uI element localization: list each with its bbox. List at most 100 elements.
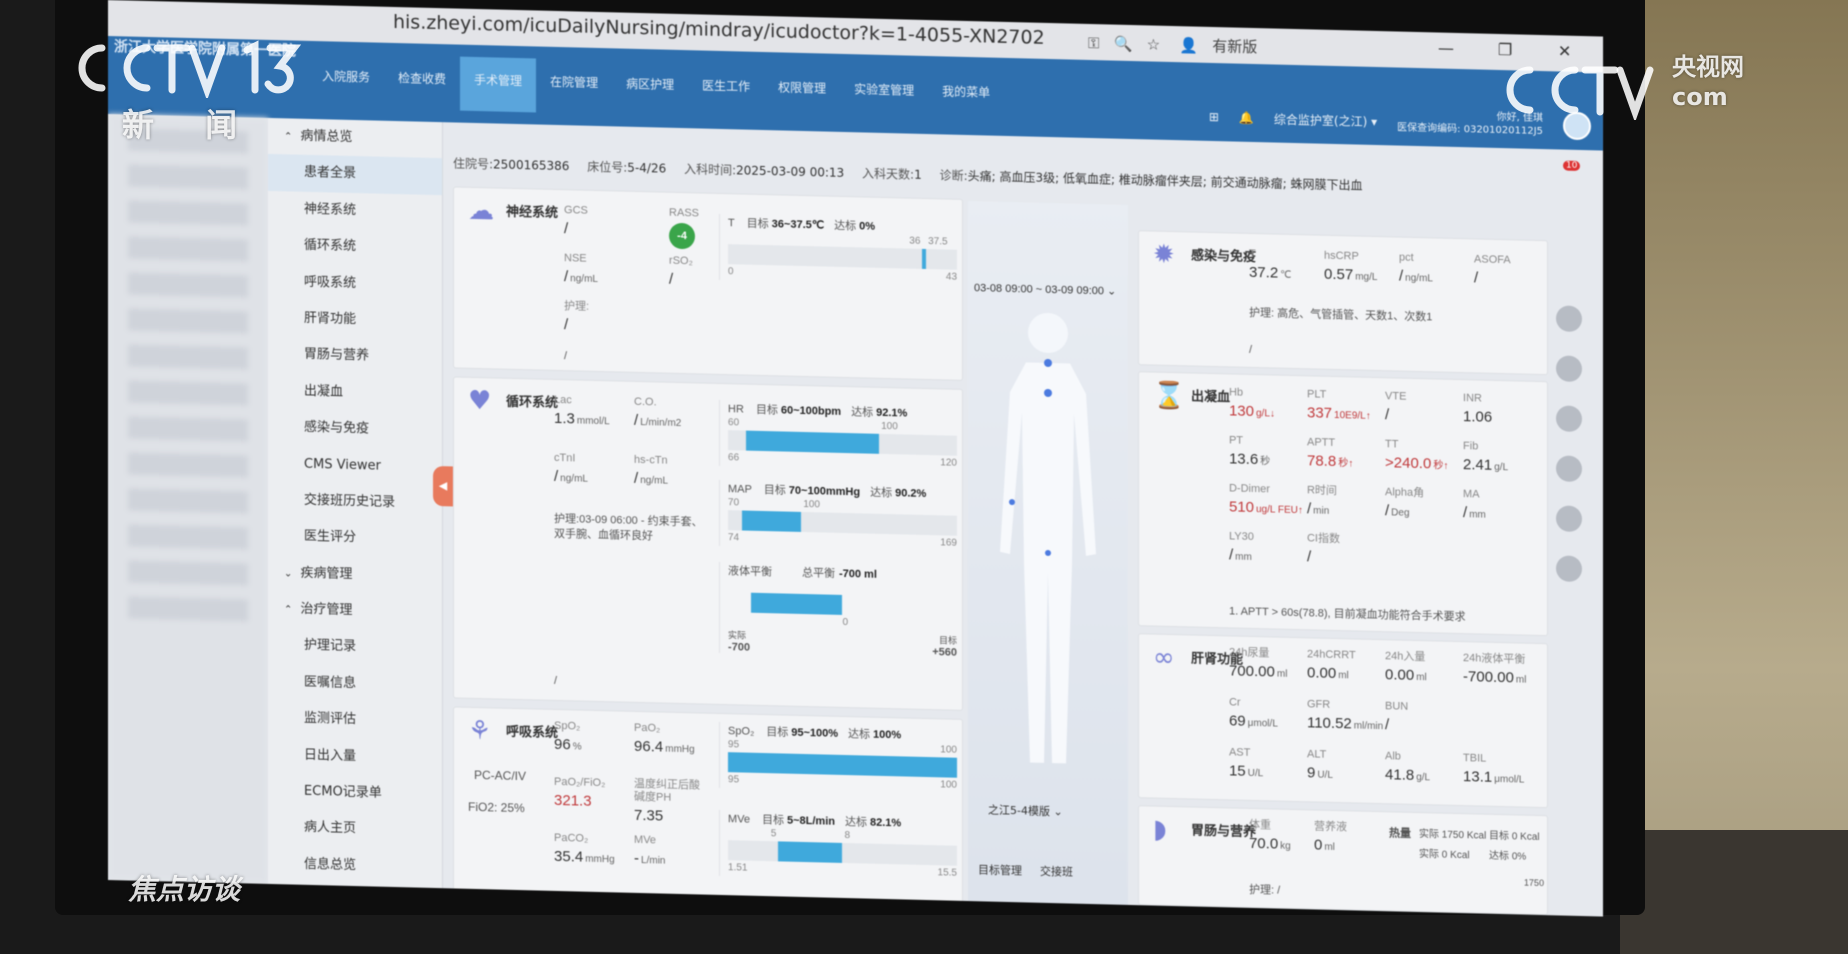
panel-liver-kidney[interactable]: ∞ 肝肾功能 24h尿量 700.00 ml 24hCRRT 0.00 ml 24h入量 0.00… <box>1138 633 1548 809</box>
panel-neuro[interactable]: ☁ 神经系统 GCS / RASS -4 NSE / ng/mL rSO₂ / 护理: / / T 目标 36~… <box>453 186 963 381</box>
phone-button[interactable] <box>1556 555 1582 583</box>
sidebar-item[interactable]: 医生评分 <box>268 518 442 559</box>
metric: Cr 69 μmol/L <box>1229 696 1278 730</box>
sidebar-item-label: 病人主页 <box>304 820 357 837</box>
sidebar-item[interactable]: 交接班历史记录 <box>268 482 442 523</box>
metric-label: 体重 <box>1249 818 1271 832</box>
apps-grid-icon[interactable]: ⊞ <box>1208 109 1219 125</box>
metric-label: Cr <box>1229 696 1241 709</box>
nav-item[interactable]: 在院管理 <box>550 74 599 90</box>
trend-chart[interactable]: MVe 目标 5~8L/min 达标 82.1% 5 8 1.51 15.5 <box>719 809 957 882</box>
range-min: 1.51 <box>728 862 748 874</box>
handover-button[interactable]: 交接班 <box>1040 864 1073 879</box>
rate-label: 达标 <box>845 816 868 829</box>
ward-select[interactable]: 综合监护室(之江) ▾ <box>1273 111 1378 129</box>
nav-item[interactable]: 实验室管理 <box>854 82 915 98</box>
metric-unit: ℃ <box>1280 269 1292 281</box>
trend-chart[interactable]: SpO₂ 目标 95~100% 达标 100% 95 100 95 100 <box>719 721 957 794</box>
trend-chart[interactable]: T 目标 36~37.5℃ 达标 0% 36 37.5 0 43 <box>719 213 957 286</box>
sidebar-item[interactable]: 感染与免疫 <box>268 409 442 450</box>
metric-label: 护理: <box>564 300 590 313</box>
tick-high: 100 <box>940 744 957 756</box>
metric-label: MA <box>1463 488 1480 501</box>
metric-label: INR <box>1463 392 1482 405</box>
panel-circulation[interactable]: ♥ 循环系统 Lac 1.3 mmol/L C.O. / L/min/m2 cTnI / ng/mL… <box>453 376 963 711</box>
profile-icon[interactable]: 👤 <box>1179 36 1198 55</box>
template-select[interactable]: 之江5-4模版 ⌄ <box>988 803 1063 819</box>
range-fill <box>778 841 843 863</box>
nav-item[interactable]: 病区护理 <box>626 76 675 92</box>
fluid-balance[interactable]: 液体平衡 总平衡 -700 ml 0 实际 -700 目标 +560 <box>719 561 957 659</box>
sidebar-item[interactable]: 医嘱信息 <box>268 664 442 705</box>
sidebar-item[interactable]: ⌄ 疾病管理 <box>268 555 442 596</box>
minimize-button[interactable]: — <box>1438 38 1454 58</box>
panel-coagulation[interactable]: ⌛ 出凝血 Hb 130 g/L↓ PLT 337 10E9/L↑ VTE / INR 1.06 PT 1… <box>1138 371 1548 637</box>
sidebar-item[interactable]: 神经系统 <box>268 191 442 232</box>
sidebar-item[interactable]: 患者全景 <box>268 154 442 195</box>
back-button[interactable] <box>1556 305 1582 333</box>
metric-value: / <box>1307 548 1312 566</box>
metric-value: 96 <box>554 735 571 754</box>
human-body-figure[interactable] <box>996 302 1100 775</box>
sidebar-item[interactable]: 出凝血 <box>268 373 442 414</box>
sidebar-item[interactable]: ECMO记录单 <box>268 773 442 814</box>
metric-value: 9 <box>1307 764 1316 782</box>
sidebar-item[interactable]: 日出入量 <box>268 737 442 778</box>
range-max: 100 <box>940 779 957 791</box>
time-range: 03-08 09:00 ~ 03-09 09:00 <box>974 282 1104 298</box>
metric: PT 13.6 秒 <box>1229 434 1270 468</box>
sidebar-item[interactable]: 护理记录 <box>268 627 442 668</box>
panel-respiratory[interactable]: ⚘ 呼吸系统 PC-AC/IV FiO2: 25% SpO₂ 96% PaO₂ 96.4 mmH… <box>453 706 963 909</box>
sidebar-item[interactable]: 肝肾功能 <box>268 300 442 341</box>
tick-high: 37.5 <box>928 236 948 248</box>
sidebar-item[interactable]: 监测评估 <box>268 700 442 741</box>
metric: rSO₂ / <box>669 255 693 289</box>
goal-management-button[interactable]: 目标管理 <box>978 863 1022 878</box>
home-button[interactable] <box>1556 355 1582 383</box>
nav-item[interactable]: 医生工作 <box>702 78 751 94</box>
sidebar-item[interactable]: ⌃ 病情总览 <box>268 118 442 159</box>
profile-button[interactable]: 有新版 <box>1212 36 1258 57</box>
panel-gi-nutrition[interactable]: ◗ 胃肠与营养 体重 70.0 kg 营养液 0 ml 热量 实际 1750 Kcal 目标 0 K… <box>1138 805 1548 916</box>
sidebar-item[interactable]: ⌃ 治疗管理 <box>268 591 442 632</box>
collapse-sidebar-button[interactable]: ◀ <box>433 465 453 507</box>
metric-unit: % <box>572 741 582 753</box>
nav-item[interactable]: 手术管理 <box>460 56 537 113</box>
metric-label: R时间 <box>1307 484 1337 498</box>
sidebar-item[interactable]: 信息总览 <box>268 846 442 887</box>
metric: C.O. / L/min/m2 <box>634 396 681 430</box>
metric: LY30 /mm <box>1229 530 1254 564</box>
edit-button[interactable] <box>1556 505 1582 533</box>
metric: NSE / ng/mL <box>564 252 598 286</box>
sidebar-item[interactable]: 胃肠与营养 <box>268 336 442 377</box>
trend-chart[interactable]: MAP 目标 70~100mmHg 达标 90.2% 70 100 74 169 <box>719 479 957 552</box>
next-button[interactable] <box>1556 405 1582 433</box>
metric-value: / <box>1229 546 1234 564</box>
nav-item[interactable]: 检查收费 <box>398 71 447 87</box>
nav-item[interactable]: 入院服务 <box>322 69 371 85</box>
panel-infection[interactable]: ✹ 感染与免疫 T 37.2 ℃ hsCRP 0.57 mg/L pct / ng/mL ASOFA /… <box>1138 230 1548 376</box>
close-button[interactable]: ✕ <box>1558 41 1572 61</box>
sidebar-item[interactable]: 病人主页 <box>268 809 442 850</box>
zoom-icon[interactable]: 🔍 <box>1113 34 1133 54</box>
sidebar-item[interactable]: 循环系统 <box>268 227 442 268</box>
sidebar-item-label: 信息总览 <box>304 856 357 873</box>
metric-unit: ng/mL <box>570 273 598 285</box>
range-bar: 60 100 66 120 <box>728 417 957 469</box>
restore-button[interactable]: ❐ <box>1498 39 1513 60</box>
footer: / <box>564 350 568 363</box>
nav-item[interactable]: 我的菜单 <box>942 84 991 100</box>
time-range-select[interactable]: 03-08 09:00 ~ 03-09 09:00 ⌄ <box>974 282 1117 298</box>
monitor-button[interactable] <box>1556 455 1582 483</box>
metric-label: TT <box>1385 438 1399 451</box>
key-icon[interactable]: ⚿ <box>1088 33 1100 53</box>
notification-badge[interactable]: 10 <box>1563 160 1581 171</box>
sidebar-item[interactable]: 呼吸系统 <box>268 263 442 304</box>
nav-item[interactable]: 权限管理 <box>778 80 827 96</box>
sidebar-item[interactable]: CMS Viewer <box>268 445 442 486</box>
star-icon[interactable]: ☆ <box>1146 35 1161 54</box>
rate-label: 达标 <box>870 486 893 500</box>
trend-chart[interactable]: HR 目标 60~100bpm 达标 92.1% 60 100 66 120 <box>719 399 957 472</box>
bell-icon[interactable]: 🔔 <box>1238 110 1254 126</box>
metric-value: 15 <box>1229 762 1246 780</box>
